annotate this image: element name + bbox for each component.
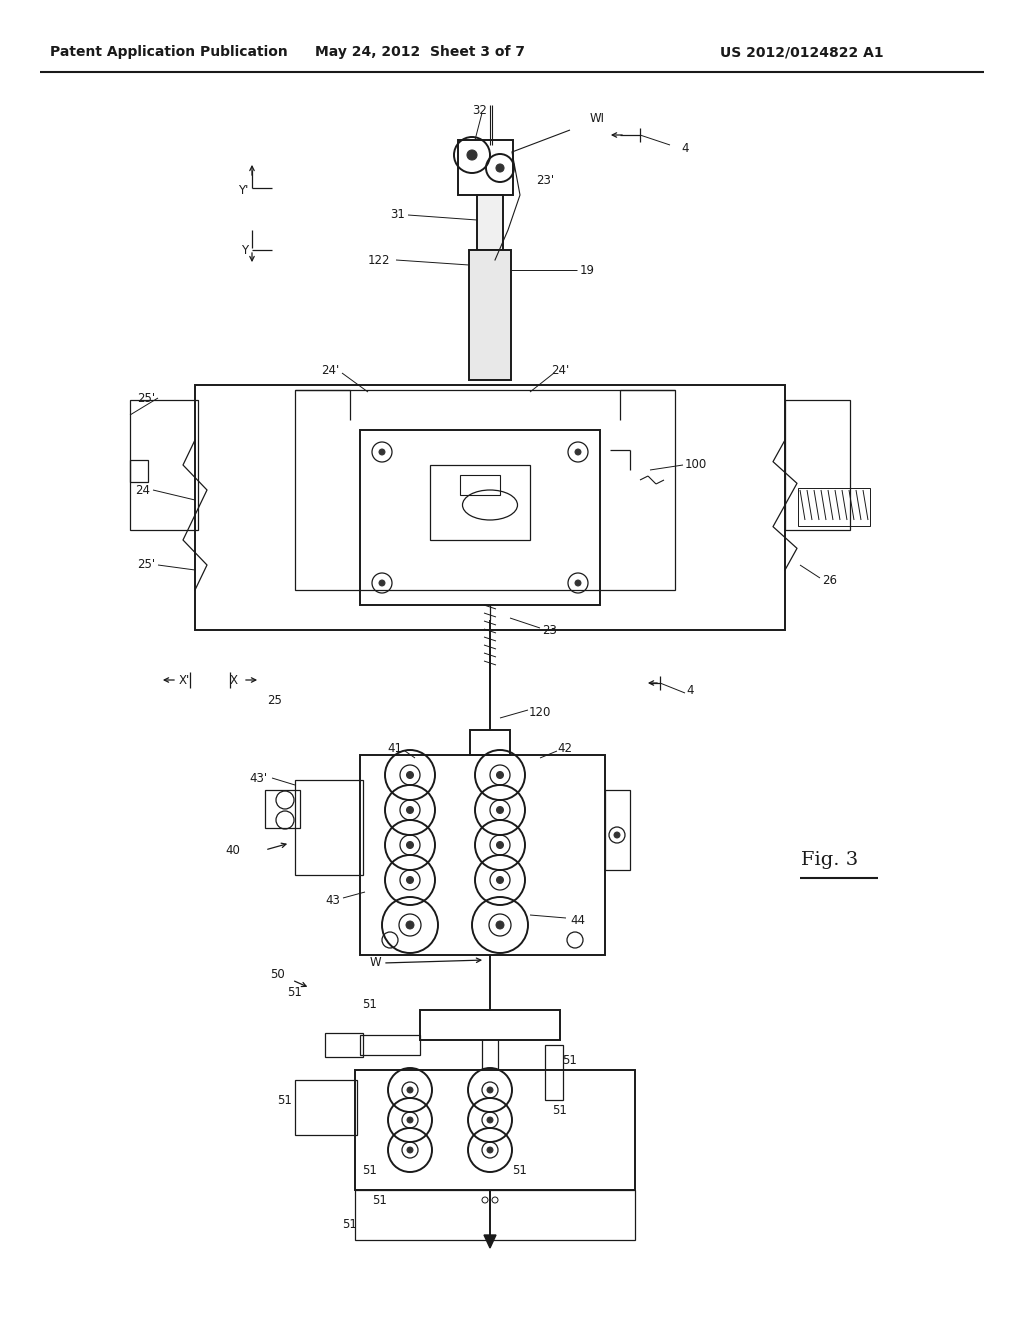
Bar <box>460 475 500 495</box>
Text: Fig. 3: Fig. 3 <box>802 851 859 869</box>
Bar <box>470 730 510 755</box>
Bar <box>195 385 785 630</box>
Text: 4: 4 <box>681 141 689 154</box>
Bar <box>295 780 362 875</box>
Text: 51: 51 <box>562 1053 578 1067</box>
Bar <box>130 400 198 531</box>
Bar <box>130 459 148 482</box>
Text: 25: 25 <box>267 693 283 706</box>
Circle shape <box>497 842 504 849</box>
Circle shape <box>497 807 504 813</box>
Bar <box>545 1045 563 1100</box>
Bar <box>605 789 630 870</box>
Circle shape <box>407 807 414 813</box>
Circle shape <box>407 842 414 849</box>
Text: 41: 41 <box>387 742 402 755</box>
Circle shape <box>487 1147 493 1152</box>
Text: 51: 51 <box>553 1104 567 1117</box>
Circle shape <box>407 1147 413 1152</box>
Text: 40: 40 <box>225 843 240 857</box>
Bar <box>295 1080 357 1135</box>
Text: 23': 23' <box>536 173 554 186</box>
Text: X: X <box>230 673 238 686</box>
Bar <box>355 1191 635 1239</box>
Circle shape <box>487 1117 493 1123</box>
Text: 25': 25' <box>137 392 155 404</box>
Circle shape <box>487 1086 493 1093</box>
Text: 26: 26 <box>822 573 838 586</box>
Bar <box>430 465 530 540</box>
Text: 24: 24 <box>135 483 150 496</box>
Text: 23: 23 <box>543 623 557 636</box>
Text: Y': Y' <box>238 183 248 197</box>
Text: 51: 51 <box>362 998 378 1011</box>
Bar <box>325 1034 362 1057</box>
Text: 51: 51 <box>278 1093 293 1106</box>
Text: 51: 51 <box>362 1163 378 1176</box>
Bar <box>477 195 503 249</box>
Text: 31: 31 <box>390 209 406 222</box>
Circle shape <box>407 771 414 779</box>
Text: 32: 32 <box>472 103 487 116</box>
Text: 44: 44 <box>570 913 585 927</box>
Text: 51: 51 <box>343 1218 357 1232</box>
Text: 42: 42 <box>557 742 572 755</box>
Bar <box>798 488 870 525</box>
Text: 24': 24' <box>321 363 339 376</box>
Circle shape <box>614 832 620 838</box>
Circle shape <box>496 164 504 172</box>
Bar <box>295 389 675 590</box>
Bar <box>785 400 850 531</box>
Text: 100: 100 <box>685 458 708 471</box>
Bar <box>265 789 300 828</box>
Text: X': X' <box>179 673 190 686</box>
Circle shape <box>575 579 581 586</box>
Bar <box>469 249 511 380</box>
Bar <box>360 755 605 954</box>
Text: 120: 120 <box>528 705 551 718</box>
Text: 4: 4 <box>686 684 693 697</box>
Text: 50: 50 <box>270 969 285 982</box>
Circle shape <box>497 876 504 883</box>
Circle shape <box>379 449 385 455</box>
Text: 51: 51 <box>288 986 302 998</box>
Bar <box>360 430 600 605</box>
Bar <box>360 1035 420 1055</box>
Circle shape <box>406 921 414 929</box>
Circle shape <box>496 921 504 929</box>
Text: US 2012/0124822 A1: US 2012/0124822 A1 <box>720 45 884 59</box>
Text: May 24, 2012  Sheet 3 of 7: May 24, 2012 Sheet 3 of 7 <box>315 45 525 59</box>
Bar <box>420 1010 560 1040</box>
Text: 43: 43 <box>326 894 340 907</box>
Circle shape <box>497 771 504 779</box>
Circle shape <box>467 150 477 160</box>
Text: 19: 19 <box>580 264 595 276</box>
Bar <box>458 140 513 195</box>
Bar <box>355 1071 635 1191</box>
Text: 24': 24' <box>551 363 569 376</box>
Circle shape <box>407 876 414 883</box>
Text: W: W <box>370 957 381 969</box>
Text: 25': 25' <box>137 558 155 572</box>
Text: WI: WI <box>590 111 605 124</box>
Text: 122: 122 <box>368 253 390 267</box>
Text: 51: 51 <box>513 1163 527 1176</box>
Circle shape <box>575 449 581 455</box>
Text: 43': 43' <box>250 771 268 784</box>
Text: Y: Y <box>241 243 248 256</box>
Circle shape <box>407 1086 413 1093</box>
Text: 51: 51 <box>373 1193 387 1206</box>
Circle shape <box>379 579 385 586</box>
Text: Patent Application Publication: Patent Application Publication <box>50 45 288 59</box>
Polygon shape <box>484 1236 496 1247</box>
Circle shape <box>407 1117 413 1123</box>
